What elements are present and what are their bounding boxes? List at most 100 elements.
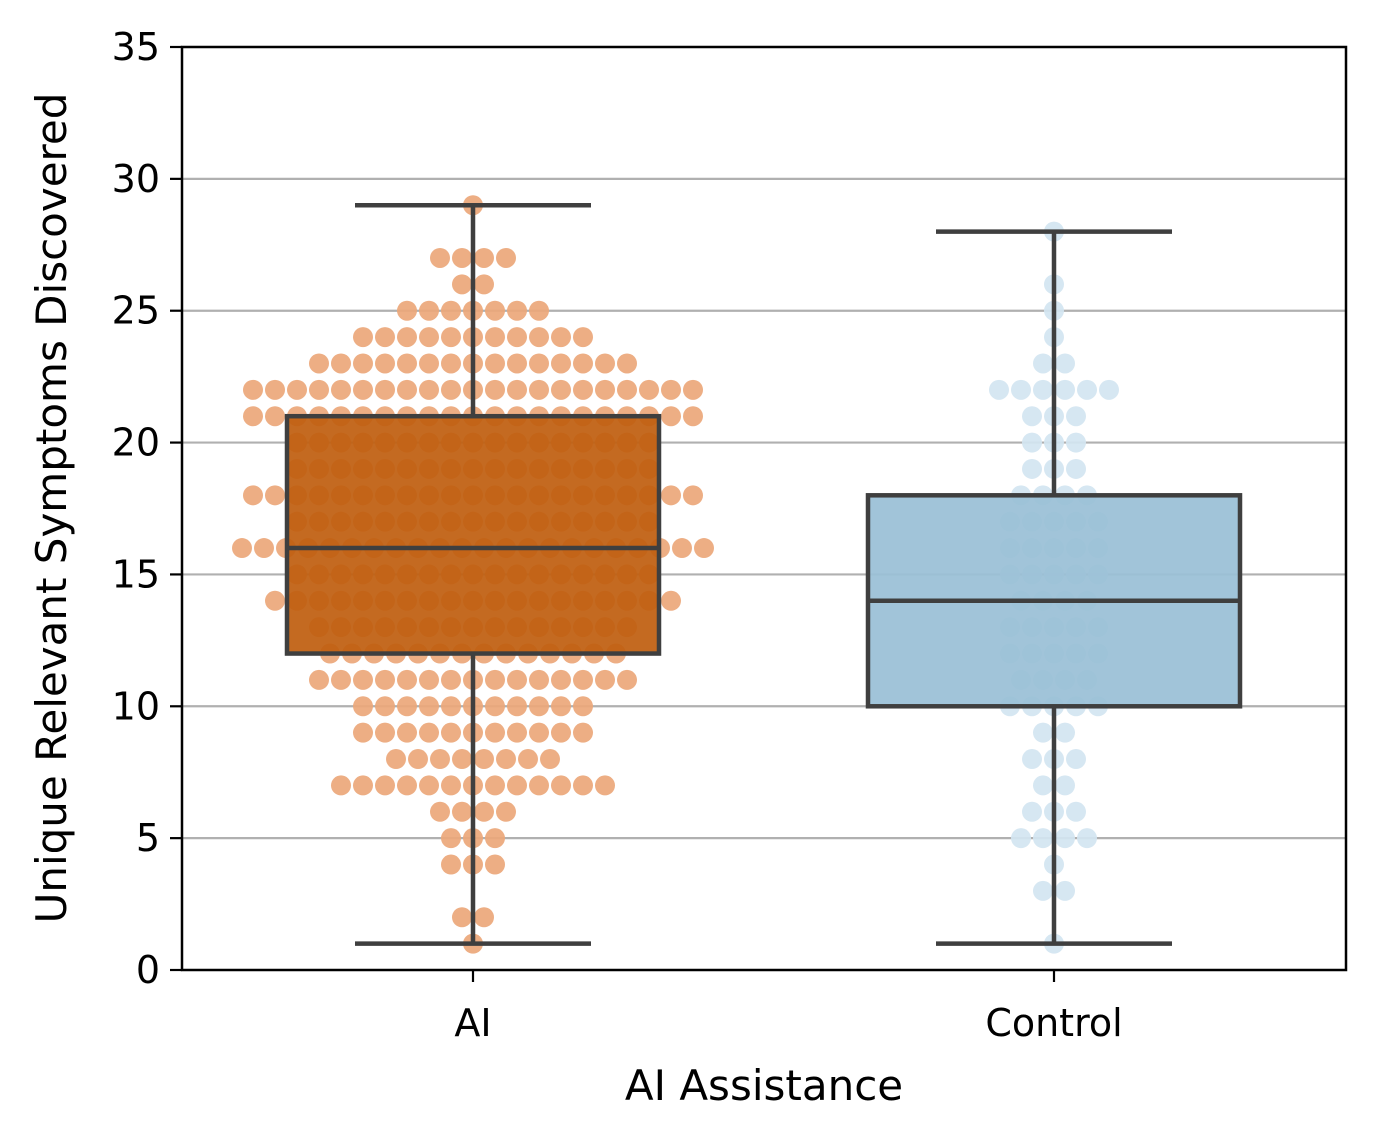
point-ai-22-13 [529,379,549,400]
point-control-22-1 [1011,379,1031,400]
point-ai-7-5 [441,775,461,796]
point-control-21-0 [1022,406,1042,427]
point-ai-23-13 [595,353,615,374]
point-ai-7-8 [507,775,527,796]
point-control-5-2 [1055,828,1075,849]
point-ai-24-7 [507,327,527,348]
point-ai-9-4 [441,722,461,743]
point-ai-22-11 [485,379,505,400]
point-ai-25-5 [507,300,527,321]
point-ai-25-6 [529,300,549,321]
point-ai-9-1 [375,722,395,743]
point-control-6-2 [1066,801,1086,822]
point-control-8-0 [1022,749,1042,770]
x-axis: AI Control [454,970,1123,1045]
point-ai-11-4 [397,669,417,690]
point-control-3-1 [1055,880,1075,901]
point-ai-10-2 [397,696,417,717]
point-ai-11-11 [551,669,571,690]
point-ai-5-2 [485,828,505,849]
point-ai-9-2 [397,722,417,743]
point-ai-11-0 [309,669,329,690]
point-ai-27-2 [474,247,494,268]
point-ai-24-6 [485,327,505,348]
point-ai-8-0 [386,749,406,770]
point-ai-9-9 [551,722,571,743]
point-ai-14-18 [661,590,681,611]
point-control-5-1 [1033,828,1053,849]
y-tick-label-15: 15 [112,552,160,596]
box-ai [284,413,662,656]
point-ai-24-1 [375,327,395,348]
point-ai-22-0 [243,379,263,400]
point-ai-8-6 [518,749,538,770]
point-ai-6-1 [452,801,472,822]
point-ai-18-0 [243,485,263,506]
point-ai-10-1 [375,696,395,717]
point-control-9-0 [1033,722,1053,743]
point-ai-9-10 [573,722,593,743]
point-ai-22-2 [287,379,307,400]
point-ai-11-13 [595,669,615,690]
x-tick-label-control: Control [985,1001,1122,1045]
point-ai-16-1 [254,538,274,559]
point-ai-4-2 [485,854,505,875]
point-ai-25-0 [397,300,417,321]
point-ai-25-4 [485,300,505,321]
point-ai-7-0 [331,775,351,796]
y-axis-title: Unique Relevant Symptoms Discovered [27,93,76,924]
point-ai-24-4 [441,327,461,348]
point-ai-23-8 [485,353,505,374]
point-control-21-2 [1066,406,1086,427]
point-ai-24-8 [529,327,549,348]
point-ai-11-2 [353,669,373,690]
point-control-7-1 [1055,775,1075,796]
point-control-5-0 [1011,828,1031,849]
point-ai-22-19 [661,379,681,400]
point-ai-23-4 [397,353,417,374]
x-tick-label-ai: AI [454,1001,491,1045]
y-tick-label-5: 5 [136,816,160,860]
y-axis: 0 5 10 15 20 25 30 35 [112,25,182,992]
point-ai-9-7 [507,722,527,743]
point-control-6-0 [1022,801,1042,822]
point-ai-22-15 [573,379,593,400]
point-ai-9-8 [529,722,549,743]
point-ai-6-2 [474,801,494,822]
point-ai-10-8 [529,696,549,717]
point-ai-23-11 [551,353,571,374]
y-tick-label-10: 10 [112,684,160,728]
point-ai-22-5 [353,379,373,400]
point-ai-21-19 [661,406,681,427]
point-control-20-0 [1022,432,1042,453]
point-ai-21-20 [683,406,703,427]
point-ai-18-19 [661,485,681,506]
point-ai-7-7 [485,775,505,796]
point-ai-22-9 [441,379,461,400]
point-ai-14-0 [265,590,285,611]
point-control-22-0 [989,379,1009,400]
point-ai-8-1 [408,749,428,770]
point-ai-23-6 [441,353,461,374]
point-ai-25-1 [419,300,439,321]
point-ai-22-4 [331,379,351,400]
y-tick-label-30: 30 [112,157,160,201]
point-ai-10-10 [573,696,593,717]
point-control-9-1 [1055,722,1075,743]
point-ai-7-9 [529,775,549,796]
point-control-3-0 [1033,880,1053,901]
point-ai-21-0 [243,406,263,427]
point-ai-6-3 [496,801,516,822]
y-tick-label-35: 35 [112,25,160,69]
point-ai-9-0 [353,722,373,743]
point-ai-22-17 [617,379,637,400]
point-ai-8-7 [540,749,560,770]
point-control-23-0 [1033,353,1053,374]
point-ai-11-14 [617,669,637,690]
point-ai-22-6 [375,379,395,400]
point-ai-8-5 [496,749,516,770]
point-ai-11-8 [485,669,505,690]
point-ai-10-3 [419,696,439,717]
point-ai-22-1 [265,379,285,400]
point-ai-7-3 [397,775,417,796]
